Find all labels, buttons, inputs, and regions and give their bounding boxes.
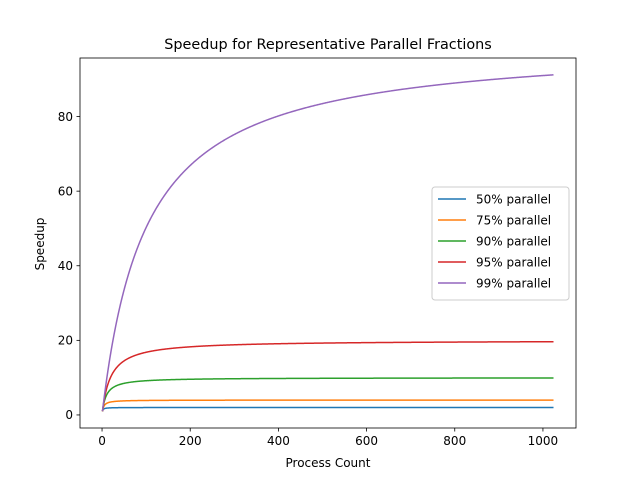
series-line-1 — [101, 399, 554, 412]
axes-frame — [79, 57, 577, 429]
x-tick-label-1: 200 — [179, 434, 202, 448]
chart-title: Speedup for Representative Parallel Frac… — [164, 37, 492, 53]
legend-box — [431, 186, 570, 301]
legend-label-1: 75% parallel — [476, 214, 551, 228]
legend-label-3: 95% parallel — [476, 256, 551, 270]
legend-label-0: 50% parallel — [476, 193, 551, 207]
x-tick-label-5: 1000 — [528, 434, 559, 448]
y-axis-label: Speedup — [33, 218, 47, 271]
x-axis-label: Process Count — [286, 456, 371, 470]
x-tick-label-4: 800 — [443, 434, 466, 448]
legend-label-2: 90% parallel — [476, 235, 551, 249]
series-line-3 — [101, 340, 554, 412]
legend: 50% parallel 75% parallel 90% parallel 95% … — [431, 186, 570, 301]
x-tick-label-3: 600 — [355, 434, 378, 448]
legend-label-4: 99% parallel — [476, 277, 551, 291]
plot-area: 0 200 400 600 800 1000 0 20 40 60 80 — [58, 57, 577, 448]
y-tick-label-1: 20 — [58, 334, 73, 348]
y-tick-label-0: 0 — [65, 408, 73, 422]
y-tick-label-2: 40 — [58, 259, 73, 273]
series-line-2 — [101, 377, 554, 412]
y-tick-label-4: 80 — [58, 110, 73, 124]
series-line-0 — [101, 406, 554, 412]
y-tick-label-3: 60 — [58, 184, 73, 198]
x-tick-label-2: 400 — [267, 434, 290, 448]
x-tick-label-0: 0 — [98, 434, 106, 448]
series-line-4 — [101, 74, 554, 412]
